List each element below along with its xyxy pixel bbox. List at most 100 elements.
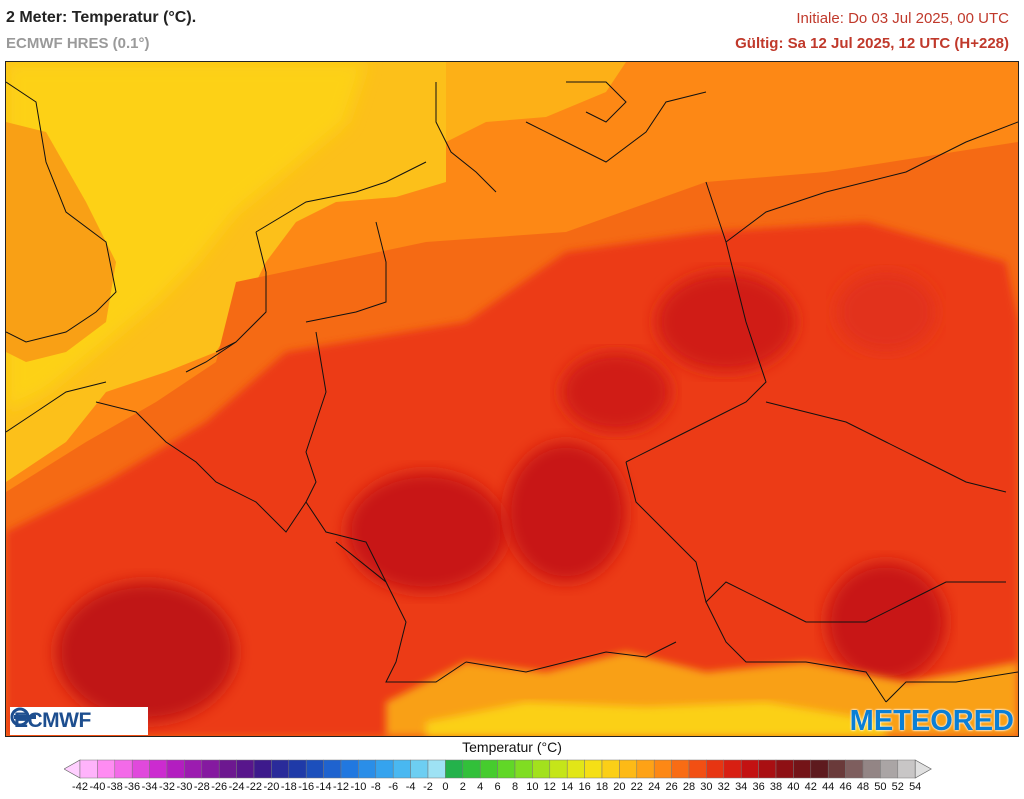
ecmwf-logo-text: ECMWF [14,709,91,732]
colorbar-cell [358,759,377,779]
colorbar-tick-label: 0 [442,781,449,793]
colorbar-tick-label: 30 [700,781,713,793]
colorbar-cell [723,759,742,779]
initial-time: Initiale: Do 03 Jul 2025, 00 UTC [796,10,1009,27]
colorbar-tick-label: 22 [630,781,643,793]
colorbar-tick-label: 10 [526,781,539,793]
colorbar-cell [131,759,150,779]
colorbar-cell [114,759,133,779]
colorbar-cell [514,759,533,779]
colorbar-tick-label: 52 [891,781,904,793]
colorbar-tick-label: 34 [735,781,748,793]
colorbar-min-arrow [64,759,81,779]
colorbar-tick-label: 26 [665,781,678,793]
colorbar-cell [462,759,481,779]
colorbar-tick-label: -22 [246,781,262,793]
colorbar-cell [810,759,829,779]
colorbar-tick-label: 36 [752,781,765,793]
colorbar-cell [271,759,290,779]
colorbar-cell [566,759,585,779]
temperature-colorbar [64,759,932,779]
colorbar-cell [479,759,498,779]
colorbar-tick-label: -26 [211,781,228,793]
legend-title: Temperatur (°C) [462,739,562,755]
colorbar-tick-label: 24 [648,781,661,793]
colorbar-tick-label: -24 [228,781,245,793]
colorbar-tick-label: -32 [159,781,175,793]
colorbar-cell [671,759,690,779]
colorbar-tick-label: 18 [595,781,609,793]
colorbar-cell [184,759,203,779]
colorbar-tick-label: -4 [405,781,416,793]
colorbar-cell [827,759,846,779]
colorbar-tick-label: 16 [578,781,591,793]
colorbar-cell [845,759,864,779]
colorbar-tick-label: -10 [350,781,367,793]
colorbar-cell [375,759,394,779]
map-title: 2 Meter: Temperatur (°C). [6,9,197,26]
colorbar-tick-label: -8 [370,781,381,793]
colorbar-cell [497,759,516,779]
temperature-field [6,62,1018,736]
colorbar-tick-label: -42 [72,781,88,793]
colorbar-cell [218,759,237,779]
colorbar-tick-label: -30 [176,781,193,793]
colorbar-tick-label: 8 [511,781,519,793]
colorbar-tick-label: 44 [822,781,835,793]
colorbar-cell [253,759,272,779]
colorbar-cell [601,759,620,779]
colorbar-cell [532,759,551,779]
colorbar-tick-label: -16 [298,781,315,793]
colorbar-tick-label: -18 [280,781,297,793]
colorbar-tick-label: -38 [106,781,123,793]
colorbar-cell [880,759,899,779]
colorbar-tick-label: -6 [388,781,399,793]
colorbar-tick-label: 32 [717,781,730,793]
colorbar-cell [636,759,655,779]
colorbar-tick-label: 38 [769,781,783,793]
colorbar-cell [793,759,812,779]
colorbar-cell [584,759,603,779]
colorbar-cell [166,759,185,779]
colorbar-tick-label: 12 [543,781,556,793]
colorbar-cell [427,759,446,779]
colorbar-cell [706,759,725,779]
meteored-logo: METEORED [849,705,1014,737]
colorbar-cell [288,759,307,779]
colorbar-cell [149,759,168,779]
colorbar-ticks: -42 -40 -38 -36 -34 -32 -30 -28 -26 -24 -22 -20 -18-… [0,781,1024,797]
colorbar-max-arrow [914,759,932,779]
ecmwf-logo: ECMWF [10,707,148,735]
colorbar-cell [410,759,429,779]
colorbar-cell [305,759,324,779]
colorbar-cell [79,759,98,779]
colorbar-cell [688,759,707,779]
colorbar-tick-label: -2 [423,781,433,793]
colorbar-tick-label: 40 [787,781,800,793]
colorbar-tick-label: -36 [124,781,141,793]
colorbar-cell [897,759,916,779]
colorbar-cell [97,759,116,779]
colorbar-tick-label: -20 [263,781,280,793]
colorbar-cell [740,759,759,779]
model-subtitle: ECMWF HRES (0.1°) [6,35,150,52]
valid-time: Gültig: Sa 12 Jul 2025, 12 UTC (H+228) [735,35,1009,52]
colorbar-tick-label: 50 [874,781,887,793]
colorbar-tick-label: -40 [89,781,106,793]
colorbar-tick-label: 6 [494,781,501,793]
colorbar-tick-label: 4 [477,781,484,793]
colorbar-tick-label: 54 [909,781,922,793]
colorbar-cell [653,759,672,779]
colorbar-cell [758,759,777,779]
colorbar-cell [619,759,638,779]
colorbar-tick-label: 28 [682,781,696,793]
colorbar-tick-label: -28 [193,781,210,793]
colorbar-tick-label: -14 [315,781,332,793]
colorbar-tick-label: 20 [613,781,626,793]
colorbar-tick-label: 14 [561,781,574,793]
colorbar-cell [323,759,342,779]
colorbar-cell [549,759,568,779]
colorbar-tick-label: 48 [856,781,870,793]
colorbar-cell [775,759,794,779]
temperature-map[interactable]: ECMWF METEORED [5,61,1019,737]
